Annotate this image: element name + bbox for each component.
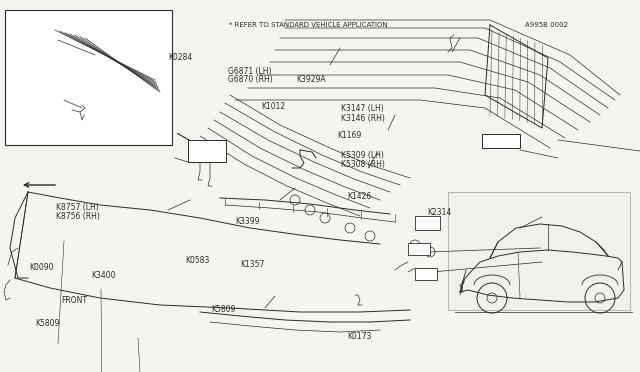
Bar — [5, 10, 172, 145]
Text: K0173: K0173 — [348, 332, 372, 341]
Text: K1169: K1169 — [337, 131, 362, 140]
Bar — [415, 216, 440, 230]
Bar — [482, 134, 520, 148]
Text: * REFER TO STANDARD VEHICLE APPLICATION: * REFER TO STANDARD VEHICLE APPLICATION — [229, 22, 388, 28]
Text: K8757 (LH): K8757 (LH) — [56, 203, 99, 212]
Text: G6870 (RH): G6870 (RH) — [228, 75, 273, 84]
Text: K0090: K0090 — [29, 263, 53, 272]
Text: K0583: K0583 — [186, 256, 210, 265]
Bar — [408, 243, 430, 255]
Bar — [188, 140, 226, 162]
Text: FRONT: FRONT — [61, 296, 87, 305]
Text: K3929A: K3929A — [296, 75, 326, 84]
Text: K2314: K2314 — [428, 208, 452, 217]
Text: A995B 0002: A995B 0002 — [525, 22, 568, 28]
Text: K3400: K3400 — [91, 271, 115, 280]
Text: K3399: K3399 — [235, 217, 259, 226]
Text: K8756 (RH): K8756 (RH) — [56, 212, 100, 221]
Text: K3146 (RH): K3146 (RH) — [341, 114, 385, 123]
Bar — [448, 192, 630, 310]
Text: K5309 (LH): K5309 (LH) — [341, 151, 384, 160]
Bar — [415, 268, 437, 280]
Text: K5308 (RH): K5308 (RH) — [341, 160, 385, 169]
Text: K5809: K5809 — [35, 319, 60, 328]
Text: K3147 (LH): K3147 (LH) — [341, 105, 384, 113]
Text: K0284: K0284 — [168, 53, 193, 62]
Text: K1012: K1012 — [261, 102, 285, 111]
Text: K1357: K1357 — [240, 260, 264, 269]
Text: G6871 (LH): G6871 (LH) — [228, 67, 271, 76]
Text: K5809: K5809 — [211, 305, 236, 314]
Text: K1426: K1426 — [347, 192, 371, 201]
